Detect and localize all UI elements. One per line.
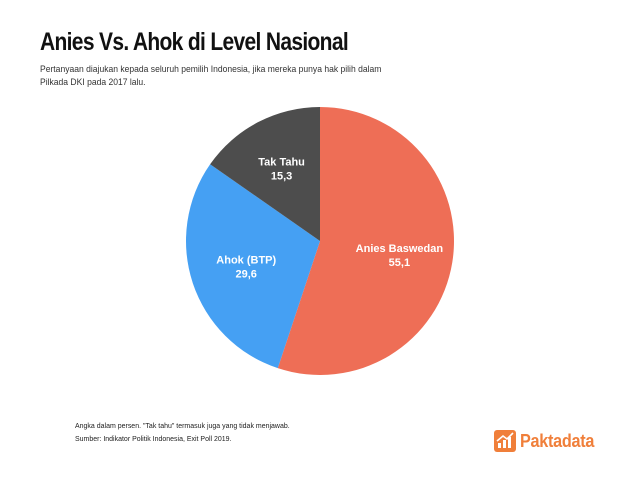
brand-name: Paktadata — [520, 430, 595, 451]
pie-labels: Anies Baswedan 55,1 Ahok (BTP) 29,6 Tak Tahu… — [216, 156, 443, 280]
slice-name-label: Anies Baswedan — [356, 243, 444, 255]
pie-slice-ahok-btp — [185, 164, 320, 369]
source-note: Sumber: Indikator Politik Indonesia, Exi… — [75, 434, 232, 443]
pie-slices — [185, 107, 455, 375]
brand-logo: Paktadata — [494, 430, 602, 452]
slice-name-label: Tak Tahu — [258, 156, 305, 168]
pie-slice-anies-baswedan — [277, 107, 455, 375]
slice-name-label: Ahok (BTP) — [216, 254, 276, 266]
pie-slice-tak-tahu — [210, 107, 320, 241]
footnote: Angka dalam persen. "Tak tahu" termasuk … — [75, 421, 290, 430]
trend-chart-icon — [494, 430, 516, 452]
slice-value-label: 29,6 — [236, 268, 257, 280]
chart-subtitle: Pertanyaan diajukan kepada seluruh pemil… — [40, 64, 382, 87]
chart-title: Anies Vs. Ahok di Level Nasional — [40, 28, 349, 56]
slice-value-label: 15,3 — [271, 170, 292, 182]
slice-value-label: 55,1 — [389, 257, 410, 269]
